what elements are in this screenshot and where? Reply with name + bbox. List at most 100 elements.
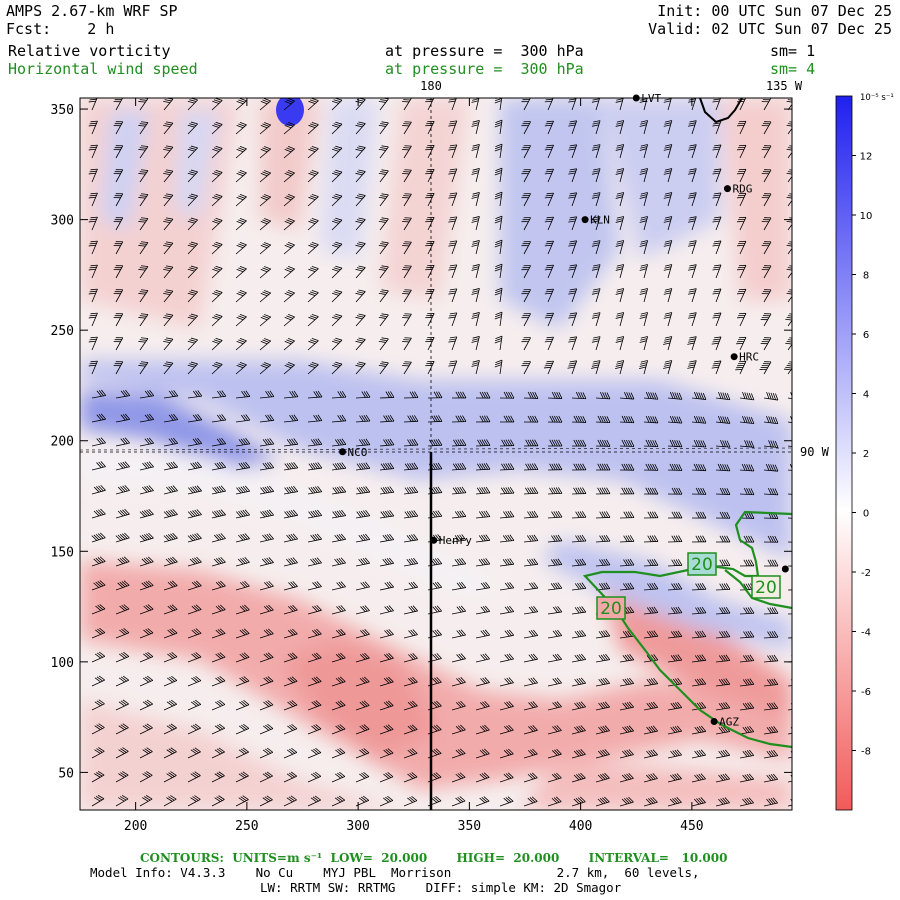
wind-barb [331,414,347,423]
wind-barb [379,629,394,639]
wind-barb [691,678,707,687]
wind-barb [283,795,297,807]
wind-barb [451,558,467,567]
wind-barb [283,146,295,159]
wind-barb [259,194,271,207]
wind-barb [91,580,106,591]
wind-barb [595,725,610,735]
wind-barb [307,485,323,495]
colorbar-tick-label: -8 [861,747,871,758]
wind-barb [331,462,347,471]
wind-barb [115,532,130,543]
wind-barb [615,192,625,207]
contour-label-2: 20 [755,578,777,598]
wind-barb [402,145,412,159]
wind-barb [331,265,343,279]
wind-barb [307,361,319,375]
wind-barb [235,218,247,231]
wind-barb [715,654,731,663]
wind-barb [402,241,412,255]
station-label: KLN [590,214,610,227]
wind-barb [471,312,480,327]
wind-barb [787,607,792,615]
wind-barb [739,630,755,639]
wind-barb [639,144,649,159]
wind-barb [425,313,435,327]
wind-barb [568,264,578,279]
wind-barb [667,391,683,400]
wind-barb [739,678,755,687]
wind-barb [259,414,275,423]
wind-barb [331,557,346,567]
wind-barb [639,98,648,111]
wind-barb [667,773,682,783]
wind-barb [499,439,515,447]
wind-barb [499,629,515,639]
wind-barb [595,772,610,783]
wind-barb [691,487,707,495]
wind-barb [113,241,124,255]
wind-barb [521,98,531,111]
wind-barb [355,510,371,519]
wind-barb [378,241,389,255]
wind-barb [378,145,389,159]
wind-barb [91,651,106,663]
wind-barb [355,533,371,543]
station-marker [781,565,789,573]
wind-barb [499,605,515,615]
wind-barb [571,558,587,567]
wind-barb [283,242,295,255]
wind-barb [235,699,250,711]
wind-barb [331,193,343,207]
wind-barb [667,439,683,448]
wind-barb [667,535,683,543]
wind-barb [402,121,412,135]
wind-barb [739,749,755,759]
wind-barb [638,360,649,375]
wind-barb [163,241,174,255]
wind-barb [523,653,539,663]
wind-barb [307,462,323,471]
y-tick-label: 250 [51,324,74,339]
wind-barb [663,168,673,183]
wind-barb [307,414,323,423]
wind-barb [787,536,792,543]
wind-barb [523,772,538,783]
wind-barb [639,216,649,231]
wind-barb [138,361,149,375]
wind-barb [715,559,731,567]
field1-pressure: at pressure = 300 hPa [385,42,584,60]
wind-barb [211,556,226,567]
wind-barb [763,773,779,783]
wind-barb [475,748,490,759]
wind-barb [235,314,247,327]
wind-barb [331,337,343,351]
plot-frame [79,97,793,811]
wind-barb [187,747,201,759]
wind-barb [448,216,458,231]
wind-barb [331,628,346,639]
wind-barb [763,535,779,543]
wind-barb [331,361,343,375]
wind-barb [451,391,467,399]
wind-barb [283,652,298,663]
wind-barb [235,485,251,495]
wind-barb [615,264,625,279]
parallel-90w-line-secondary [79,447,793,451]
wind-barb [521,313,531,327]
wind-barb [785,313,792,327]
wind-barb [639,336,649,351]
wind-barb [307,313,319,327]
wind-barb [619,654,635,663]
wind-barb [523,439,539,447]
wind-barb [187,337,198,351]
wind-barb [115,580,130,591]
wind-barb [187,628,202,639]
meridian-135w-label: 135 W [766,79,803,93]
wind-barb [691,654,707,663]
wind-barb [283,676,298,687]
wind-barb [687,192,697,207]
wind-barb [113,337,124,351]
wind-barb [283,771,297,783]
wind-barb [88,336,98,351]
